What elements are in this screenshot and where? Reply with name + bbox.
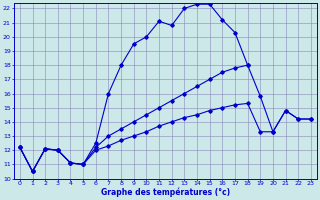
- X-axis label: Graphe des températures (°c): Graphe des températures (°c): [101, 188, 230, 197]
